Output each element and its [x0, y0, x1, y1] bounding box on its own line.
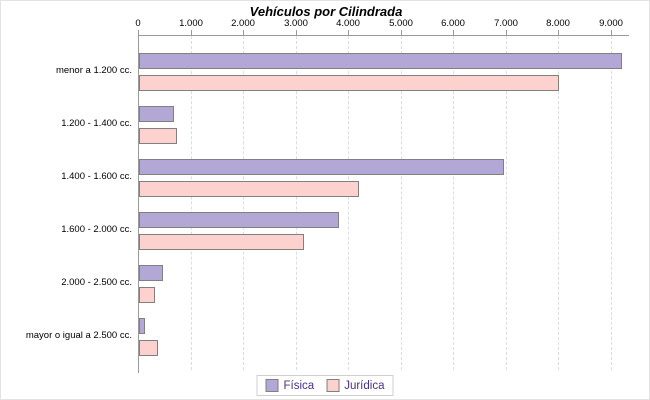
bar-fisica	[139, 106, 174, 122]
x-tick-label: 4.000	[336, 18, 360, 29]
legend: Física Jurídica	[256, 375, 394, 396]
x-tick-label: 6.000	[441, 18, 465, 29]
bar-fisica	[139, 159, 504, 175]
chart-title: Vehículos por Cilindrada	[249, 4, 403, 19]
category-label: 1.400 - 1.600 cc.	[61, 171, 132, 182]
bar-juridica	[139, 181, 359, 197]
bar-juridica	[139, 75, 559, 91]
x-gridline	[348, 36, 349, 370]
legend-swatch	[326, 379, 340, 392]
x-gridline	[296, 36, 297, 370]
bar-juridica	[139, 234, 304, 250]
x-tick-mark	[138, 30, 139, 35]
bar-fisica	[139, 265, 163, 281]
plot-area	[138, 35, 629, 373]
x-gridline	[558, 36, 559, 370]
category-label: menor a 1.200 cc.	[55, 65, 132, 76]
x-gridline	[453, 36, 454, 370]
x-gridline	[401, 36, 402, 370]
legend-entry: Física	[265, 379, 315, 392]
x-tick-mark	[453, 30, 454, 35]
legend-label: Jurídica	[344, 379, 385, 392]
x-tick-mark	[191, 30, 192, 35]
x-gridline	[243, 36, 244, 370]
x-tick-label: 1.000	[179, 18, 203, 29]
bar-fisica	[139, 318, 145, 334]
legend-swatch	[265, 379, 279, 392]
x-tick-mark	[611, 30, 612, 35]
x-tick-mark	[401, 30, 402, 35]
x-tick-label: 5.000	[389, 18, 413, 29]
x-tick-label: 3.000	[284, 18, 308, 29]
category-label: 1.200 - 1.400 cc.	[61, 118, 132, 129]
x-tick-mark	[558, 30, 559, 35]
bar-juridica	[139, 287, 155, 303]
x-tick-mark	[348, 30, 349, 35]
x-gridline	[506, 36, 507, 370]
x-tick-mark	[506, 30, 507, 35]
category-label: 2.000 - 2.500 cc.	[61, 277, 132, 288]
bar-fisica	[139, 53, 622, 69]
bar-juridica	[139, 340, 158, 356]
x-tick-label: 7.000	[494, 18, 518, 29]
x-tick-label: 2.000	[231, 18, 255, 29]
x-tick-label: 8.000	[546, 18, 570, 29]
x-tick-mark	[296, 30, 297, 35]
bar-juridica	[139, 128, 177, 144]
x-tick-label: 0	[135, 18, 141, 29]
category-label: mayor o igual a 2.500 cc.	[25, 330, 132, 341]
legend-label: Física	[283, 379, 315, 392]
x-tick-label: 9.000	[599, 18, 623, 29]
bar-fisica	[139, 212, 339, 228]
x-gridline	[611, 36, 612, 370]
x-tick-mark	[243, 30, 244, 35]
legend-entry: Jurídica	[326, 379, 384, 392]
x-gridline	[191, 36, 192, 370]
category-label: 1.600 - 2.000 cc.	[61, 224, 132, 235]
